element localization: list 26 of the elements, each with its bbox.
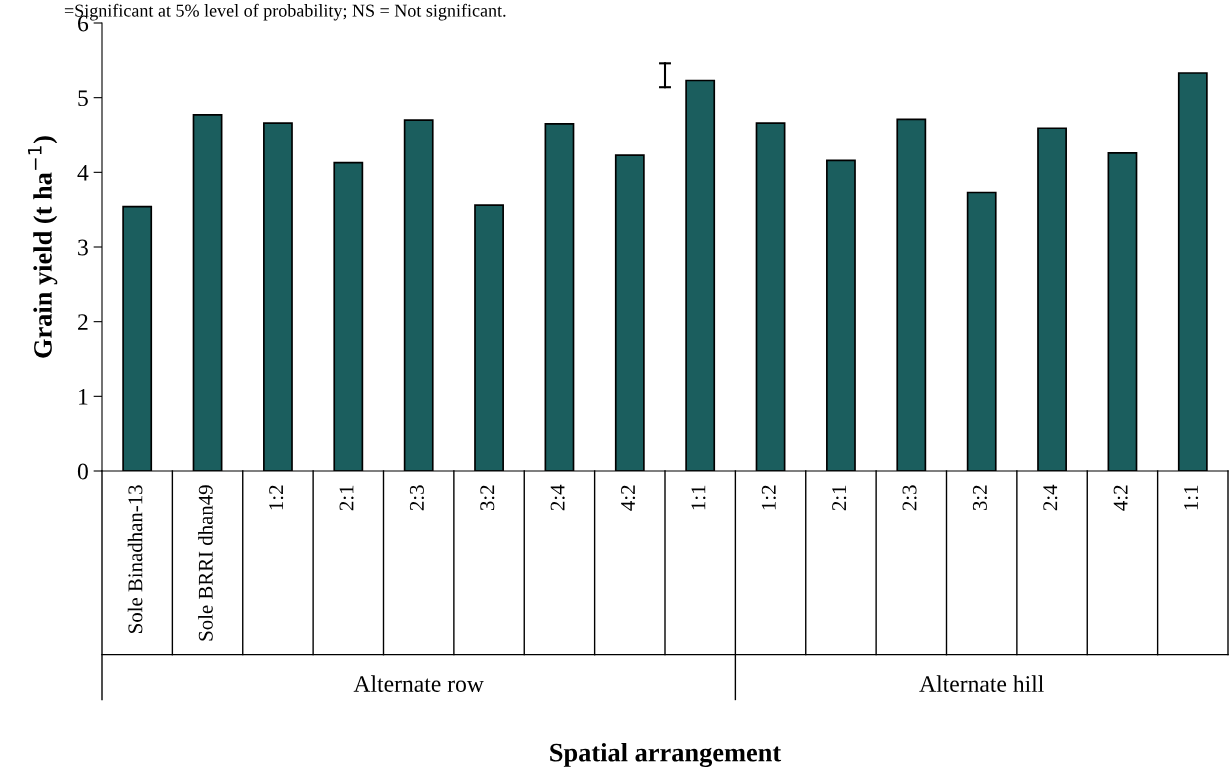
x-tick-label: 1:2 xyxy=(761,485,776,510)
x-tick-label: 3:2 xyxy=(972,485,987,511)
x-axis-title: Spatial arrangement xyxy=(550,742,782,768)
x-tick-label: 1:1 xyxy=(691,485,706,510)
x-tick-label: 4:2 xyxy=(1113,485,1128,511)
text: Alternate row xyxy=(353,675,484,692)
y-tick-label: 1 xyxy=(79,388,88,405)
y-tick-label: 5 xyxy=(78,90,88,107)
x-tick-label: 1:2 xyxy=(269,485,284,510)
y-tick-label: 3 xyxy=(78,239,88,256)
x-tick-label: Sole Binadhan-13 xyxy=(127,485,143,633)
y-tick-label: 0 xyxy=(77,463,88,480)
x-tick-label: Sole BRRI dhan49 xyxy=(198,485,213,641)
text: Alternate hill xyxy=(919,675,1044,692)
x-tick-label: 1:1 xyxy=(1184,485,1199,510)
x-tick-label: 4:2 xyxy=(621,485,636,511)
y-tick-label: 4 xyxy=(77,164,89,181)
x-tick-label: 2:4 xyxy=(550,484,565,511)
x-tick-label: 2:3 xyxy=(409,485,424,511)
x-tick-label: 2:4 xyxy=(1043,484,1058,511)
x-tick-label: 3:2 xyxy=(480,485,495,511)
x-tick-label: 2:1 xyxy=(339,485,354,511)
x-tick-label: 2:1 xyxy=(832,485,847,511)
y-tick-label: 2 xyxy=(78,314,88,330)
x-tick-label: 2:3 xyxy=(902,485,917,511)
y-axis-title: Grain yield (t ha$^{−1}$) xyxy=(28,136,58,358)
